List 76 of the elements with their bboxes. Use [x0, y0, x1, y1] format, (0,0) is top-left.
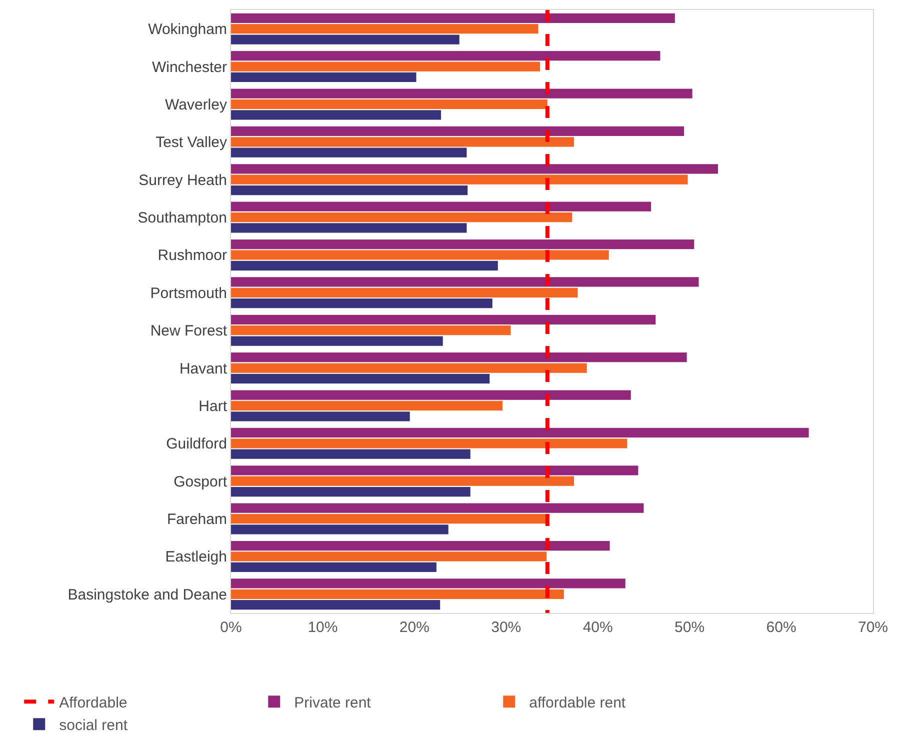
bar [231, 438, 628, 448]
x-tick-label: 40% [582, 619, 613, 636]
x-tick-label: 60% [766, 619, 796, 636]
bar [231, 34, 460, 44]
bar [231, 88, 692, 98]
bar [231, 400, 502, 411]
bar [231, 250, 609, 260]
bar [231, 212, 572, 222]
bar [231, 390, 631, 400]
y-tick-label: Gosport [174, 473, 228, 490]
x-tick-label: 30% [491, 619, 522, 636]
bar [231, 13, 675, 23]
x-tick-label: 10% [308, 619, 338, 636]
bar [231, 51, 660, 61]
bar [231, 260, 498, 270]
bar [231, 589, 564, 599]
bar [231, 137, 574, 147]
y-tick-label: Fareham [166, 511, 227, 528]
legend-label: Affordable [59, 694, 128, 712]
bar [231, 277, 699, 287]
bar [231, 164, 718, 174]
bar [231, 578, 626, 588]
x-tick-label: 50% [674, 619, 705, 636]
y-tick-label: Southampton [138, 210, 227, 227]
y-tick-label: Hart [198, 398, 228, 415]
x-tick-label: 70% [858, 619, 888, 636]
bar [231, 562, 436, 572]
bar [231, 223, 467, 233]
bar [231, 174, 688, 184]
bar [231, 62, 540, 72]
y-tick-label: Surrey Heath [138, 172, 227, 189]
bar [231, 288, 578, 298]
y-tick-label: Eastleigh [165, 548, 227, 566]
y-tick-label: Waverley [165, 96, 228, 114]
x-tick-label: 0% [220, 619, 242, 636]
bar [231, 374, 490, 384]
bar [231, 363, 587, 373]
legend-label: affordable rent [529, 694, 626, 712]
bar [231, 314, 656, 324]
y-tick-label: Portsmouth [150, 284, 227, 302]
bar [231, 540, 610, 551]
bar [231, 298, 492, 308]
bar [231, 185, 468, 196]
bar [231, 486, 470, 497]
y-tick-label: Test Valley [156, 134, 228, 152]
bar [231, 352, 687, 362]
bar [231, 600, 440, 610]
bar [231, 110, 442, 120]
bar [231, 239, 694, 250]
y-tick-label: Guildford [166, 436, 227, 453]
bar [231, 514, 546, 524]
y-tick-label: Wokingham [148, 21, 227, 38]
bar [231, 428, 809, 438]
y-tick-label: Winchester [152, 58, 227, 76]
legend-label: social rent [59, 716, 128, 734]
legend-label: Private rent [294, 694, 372, 712]
bar [231, 326, 511, 336]
bar [231, 476, 574, 486]
bar [231, 72, 416, 82]
x-tick-label: 20% [399, 619, 430, 636]
bar [231, 148, 467, 158]
bar [231, 524, 448, 534]
bar [231, 552, 546, 562]
y-tick-label: New Forest [150, 322, 228, 340]
bar [231, 99, 548, 110]
bar [231, 336, 443, 346]
y-tick-label: Rushmoor [158, 247, 227, 264]
y-tick-label: Havant [179, 360, 228, 378]
bar [231, 202, 652, 212]
bar [231, 466, 638, 476]
y-tick-label: Basingstoke and Deane [68, 586, 227, 604]
bar [231, 24, 538, 34]
bar [231, 126, 684, 136]
bar [231, 449, 470, 459]
bar [231, 412, 410, 422]
bar [231, 503, 644, 513]
